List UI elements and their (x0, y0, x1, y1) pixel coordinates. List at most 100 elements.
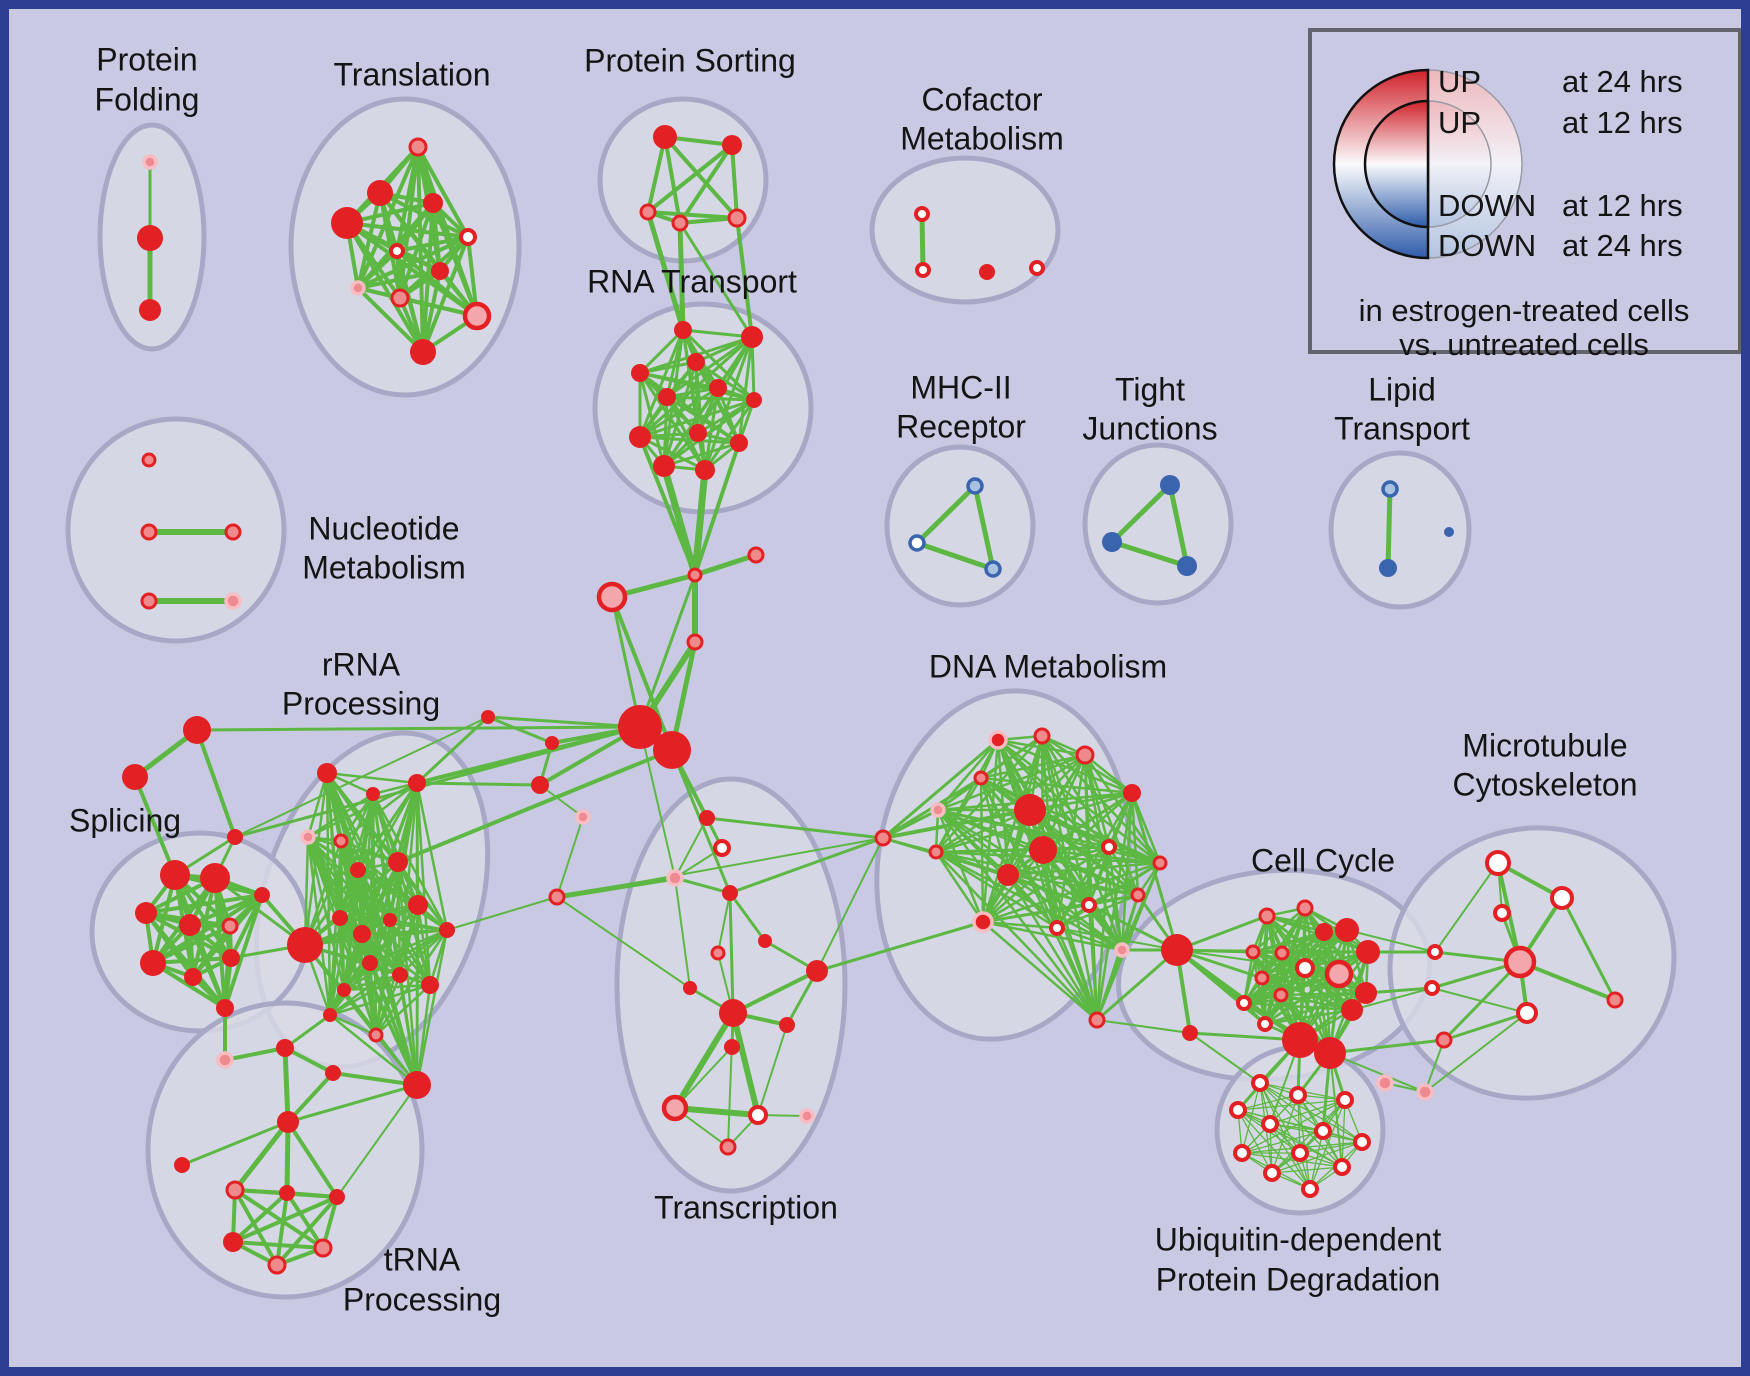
node-solid (719, 999, 747, 1027)
node-pink (1254, 970, 1270, 986)
edge (914, 540, 996, 572)
nodes (122, 125, 1624, 1275)
node-solid (1335, 918, 1359, 942)
node-halo (972, 911, 994, 933)
node-pink (671, 214, 689, 232)
edge (283, 1046, 335, 1075)
node-pink (1435, 1031, 1453, 1049)
cluster-label-dna-metabolism: DNA Metabolism (929, 648, 1167, 684)
cluster-label-protein-sorting: Protein Sorting (584, 42, 796, 78)
edge (981, 893, 1140, 924)
edge (934, 850, 1099, 1022)
cluster-label-trna-processing: Processing (343, 1281, 501, 1317)
cluster-label-nucleotide-metabolism: Metabolism (302, 549, 466, 585)
node-solid (629, 426, 651, 448)
edge (728, 836, 885, 895)
edge (981, 791, 1134, 924)
node-pink (747, 546, 765, 564)
edge (396, 748, 674, 864)
edge (692, 552, 759, 578)
node-solid (683, 981, 697, 995)
node-solid (222, 949, 240, 967)
edge (665, 395, 756, 402)
node-white (1263, 1164, 1281, 1182)
edge (981, 920, 1059, 930)
edge (662, 441, 741, 468)
edge (1237, 1109, 1273, 1174)
cluster-label-translation: Translation (333, 56, 490, 92)
edge (151, 956, 233, 965)
legend-caption: vs. untreated cells (1399, 327, 1649, 362)
cluster-label-transcription: Transcription (654, 1189, 838, 1225)
edge (1087, 845, 1111, 907)
edge (979, 776, 1099, 1022)
cluster-ellipse-mhc-ii-receptor (884, 444, 1036, 608)
node-white (1029, 260, 1045, 276)
edge (342, 928, 449, 992)
edge (1028, 808, 1162, 865)
edge (1329, 1052, 1343, 1168)
cluster-label-protein-folding: Protein (96, 41, 197, 77)
edge (416, 145, 470, 239)
edge (1269, 1123, 1311, 1190)
edge (646, 210, 739, 220)
edge (1271, 1141, 1363, 1174)
node-solid (687, 353, 705, 371)
node-solid (1341, 999, 1363, 1021)
edge (416, 145, 425, 354)
edge (677, 220, 686, 333)
edge (133, 775, 177, 877)
edge (1188, 1031, 1302, 1042)
node-pinkbig (1324, 959, 1354, 989)
edge (1329, 1052, 1426, 1093)
node-solid (1014, 794, 1046, 826)
edge (1087, 903, 1099, 1022)
node-solid (1315, 923, 1333, 941)
edge (191, 893, 264, 979)
node-pink (390, 288, 410, 308)
node-pink (140, 523, 158, 541)
node-solid (699, 810, 715, 826)
edge (979, 753, 1087, 780)
edge (223, 893, 264, 1010)
node-white (1516, 1002, 1538, 1024)
node-blue (1379, 559, 1397, 577)
node-solid (431, 262, 449, 280)
edge (328, 928, 449, 1017)
edge (151, 961, 227, 1010)
edge (328, 916, 342, 1017)
edge (1309, 1130, 1324, 1190)
edge (1241, 1130, 1324, 1154)
edge (1259, 1082, 1363, 1143)
edge (1175, 914, 1269, 952)
node-solid (746, 392, 762, 408)
cluster-label-trna-processing: tRNA (384, 1241, 461, 1277)
legend-direction-label: UP (1438, 105, 1481, 140)
edge (663, 135, 739, 220)
node-pink (1033, 727, 1051, 745)
legend-ring-inner-right (1427, 100, 1492, 228)
node-solid (730, 434, 748, 452)
edge (1241, 1152, 1343, 1168)
node-pink (710, 945, 726, 961)
edge (1346, 929, 1436, 953)
node-pink (408, 137, 428, 157)
node-solid (174, 1157, 190, 1173)
node-halo (988, 730, 1008, 750)
node-pale (930, 802, 946, 818)
edge (1518, 960, 1617, 1002)
legend-caption: in estrogen-treated cells (1359, 293, 1690, 328)
edge (415, 781, 449, 932)
edge (286, 1083, 419, 1124)
edge (1095, 791, 1134, 1022)
node-white (1550, 886, 1574, 910)
edge (360, 928, 449, 936)
node-pink (727, 208, 747, 228)
node-white (1295, 958, 1315, 978)
node-solid (135, 902, 157, 924)
node-solid (362, 955, 378, 971)
edge (1351, 987, 1433, 1011)
edge (816, 837, 884, 972)
edge (665, 395, 741, 445)
